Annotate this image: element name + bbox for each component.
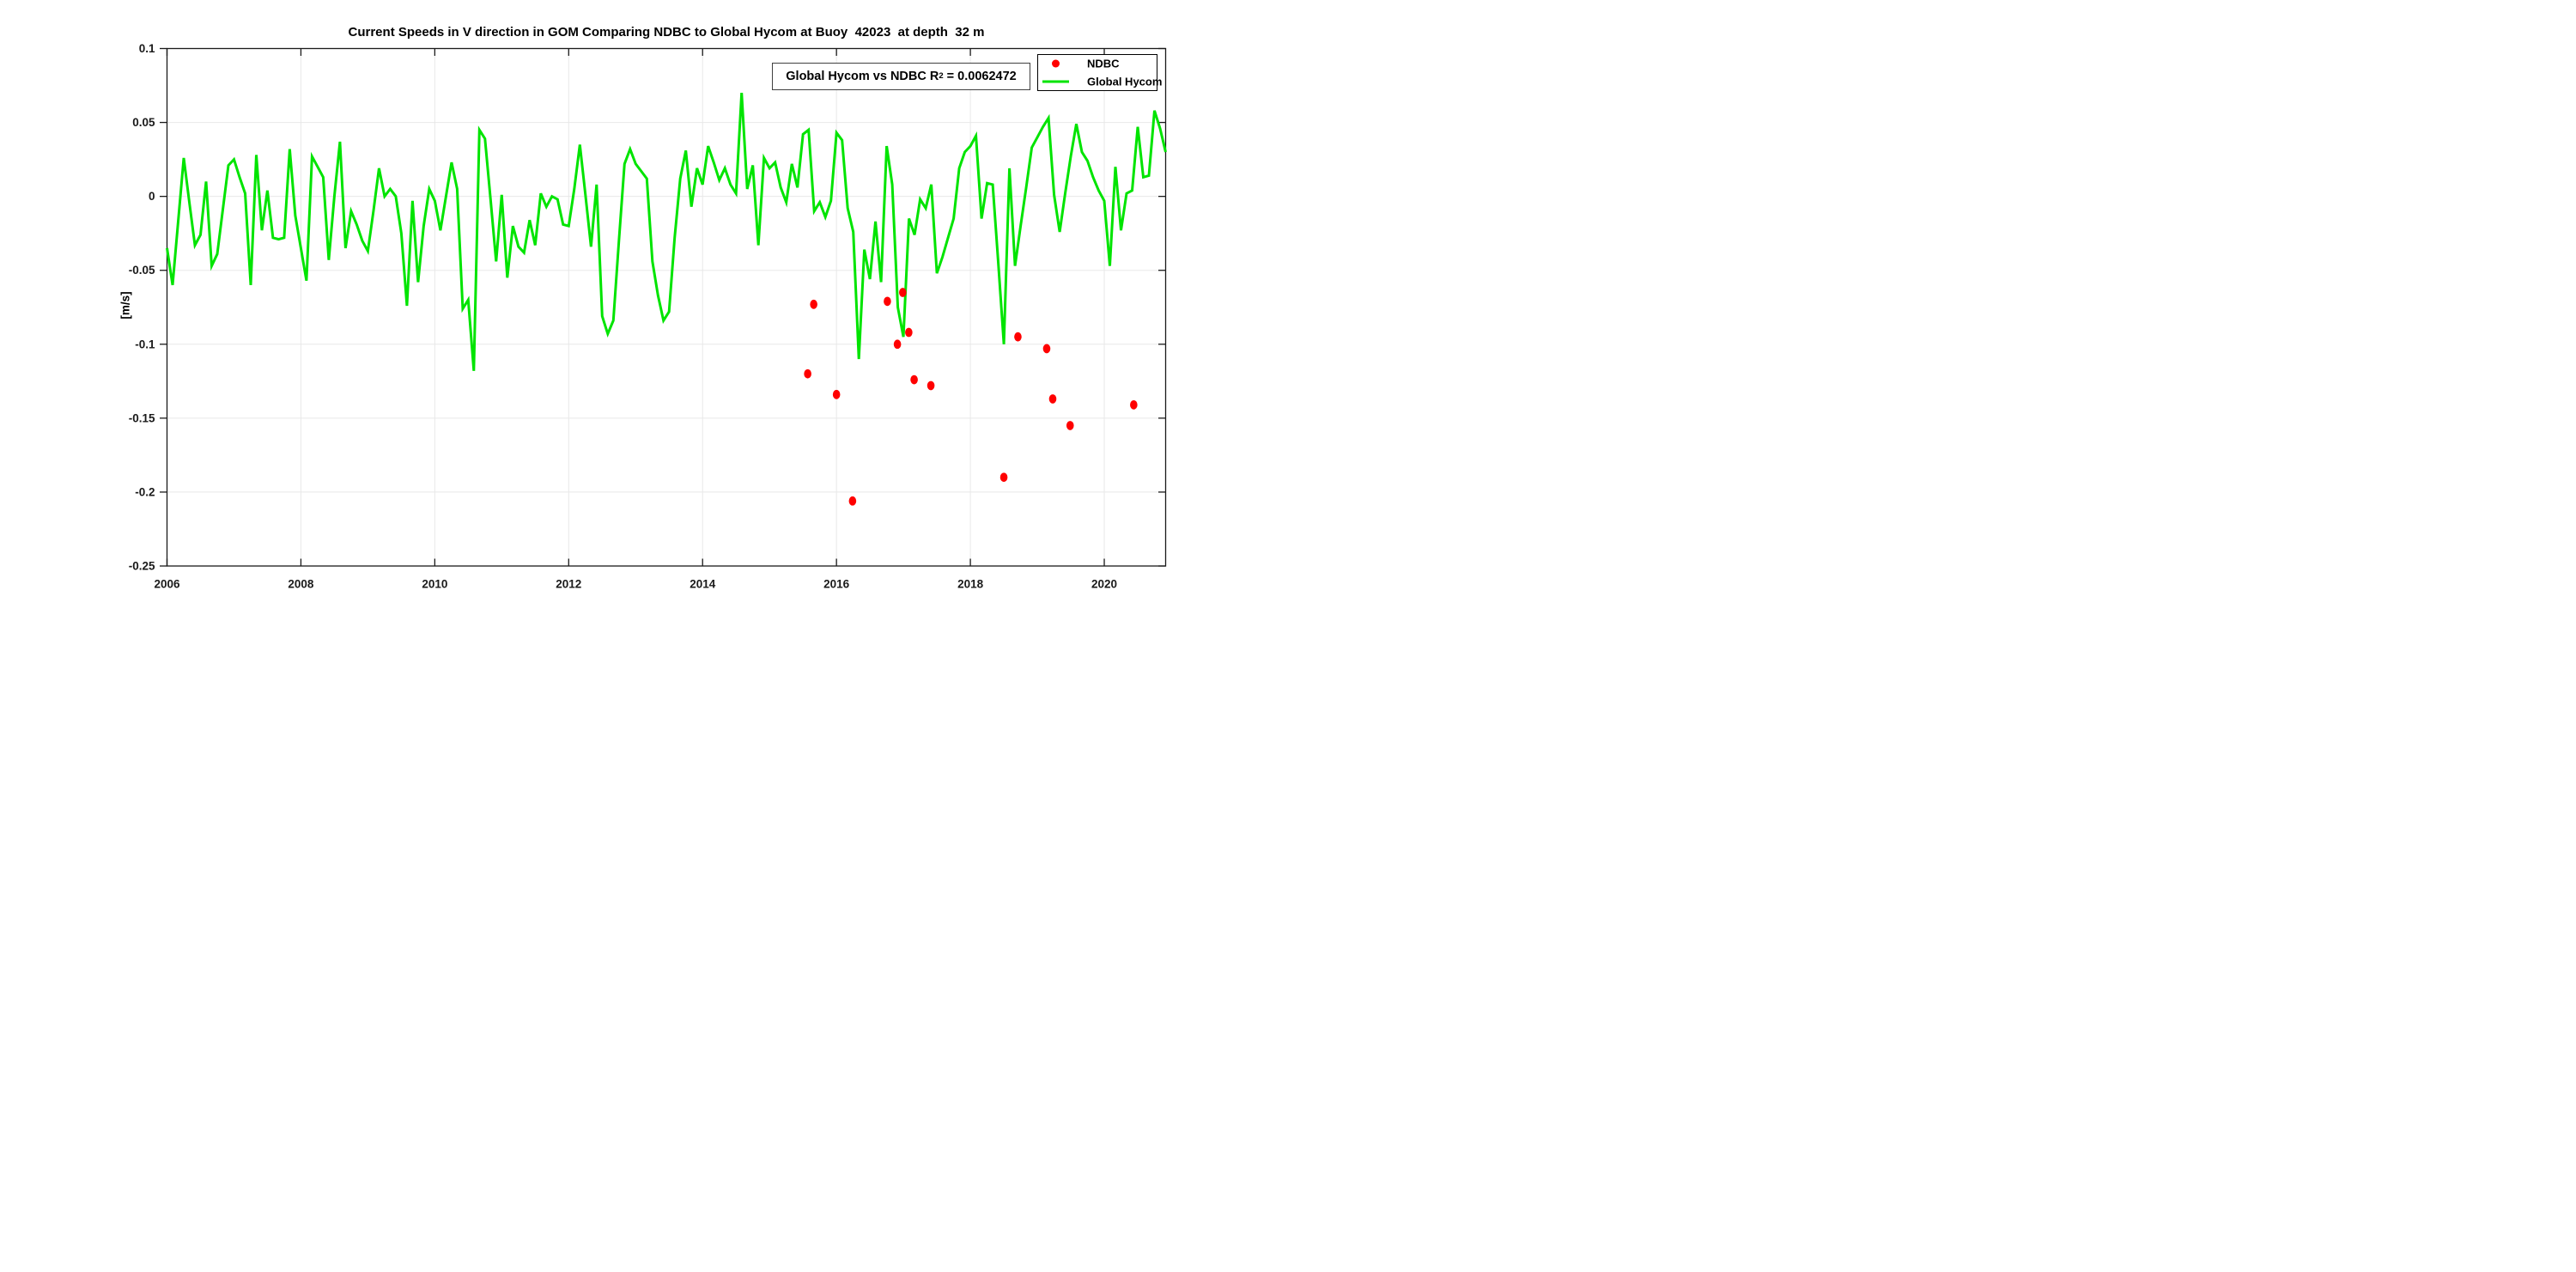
- legend-label-hycom: Global Hycom: [1087, 75, 1163, 88]
- axes-box: [166, 47, 1167, 567]
- ndbc-data-point: [884, 296, 891, 307]
- x-tick-label: 2014: [690, 578, 716, 591]
- y-tick-label: -0.2: [135, 485, 155, 498]
- y-tick-label: -0.1: [135, 338, 155, 350]
- y-tick-label: -0.25: [129, 560, 155, 573]
- chart-title: Current Speeds in V direction in GOM Com…: [348, 25, 985, 40]
- x-tick-label: 2006: [154, 578, 180, 591]
- y-tick-label: 0.05: [132, 116, 155, 129]
- legend-item-hycom: Global Hycom: [1038, 73, 1162, 91]
- legend-label-ndbc: NDBC: [1087, 57, 1120, 70]
- chart-plot-area: 0.1 0.05 0 -0.05 -0.1 -0.15 -0.2 -0.25 2006 2008 2…: [129, 42, 1167, 591]
- ndbc-data-point: [1042, 344, 1051, 354]
- ndbc-data-point: [893, 339, 902, 350]
- ndbc-data-point: [848, 496, 857, 506]
- legend: NDBC Global Hycom: [1037, 54, 1162, 91]
- ndbc-data-point: [810, 299, 817, 309]
- ndbc-data-point: [910, 374, 918, 385]
- x-tick-label: 2020: [1091, 578, 1117, 591]
- x-tick-label: 2008: [288, 578, 314, 591]
- r2-annotation-value: = 0.0062472: [943, 70, 1017, 83]
- x-tick-label: 2012: [556, 578, 581, 591]
- r2-annotation-text: Global Hycom vs NDBC R: [786, 70, 939, 83]
- x-tick-label: 2018: [957, 578, 984, 591]
- ndbc-data-point: [905, 327, 913, 338]
- x-tick-label: 2010: [422, 578, 447, 591]
- y-axis-label: [m/s]: [118, 291, 132, 320]
- y-tick-label: 0: [149, 190, 155, 203]
- ndbc-data-point: [1130, 399, 1138, 410]
- ndbc-data-point: [804, 368, 811, 379]
- legend-item-ndbc: NDBC: [1038, 55, 1157, 73]
- figure-window: 0.1 0.05 0 -0.05 -0.1 -0.15 -0.2 -0.25 2006 2008 2…: [0, 0, 1288, 636]
- ndbc-data-point: [1048, 394, 1057, 404]
- ndbc-data-point: [1066, 421, 1074, 430]
- hycom-line-marker-icon: [1042, 80, 1069, 83]
- ndbc-data-point: [927, 380, 935, 391]
- ndbc-data-point: [899, 288, 907, 297]
- y-tick-label: -0.15: [129, 411, 155, 424]
- ndbc-dot-marker-icon: [1052, 59, 1060, 68]
- hycom-line-series: [166, 93, 1167, 371]
- y-tick-label: -0.05: [129, 264, 155, 277]
- x-tick-label: 2016: [823, 578, 850, 591]
- ndbc-data-point: [1014, 332, 1022, 342]
- ndbc-data-point: [832, 389, 841, 399]
- y-tick-label: 0.1: [139, 42, 155, 55]
- ndbc-data-point: [999, 472, 1008, 483]
